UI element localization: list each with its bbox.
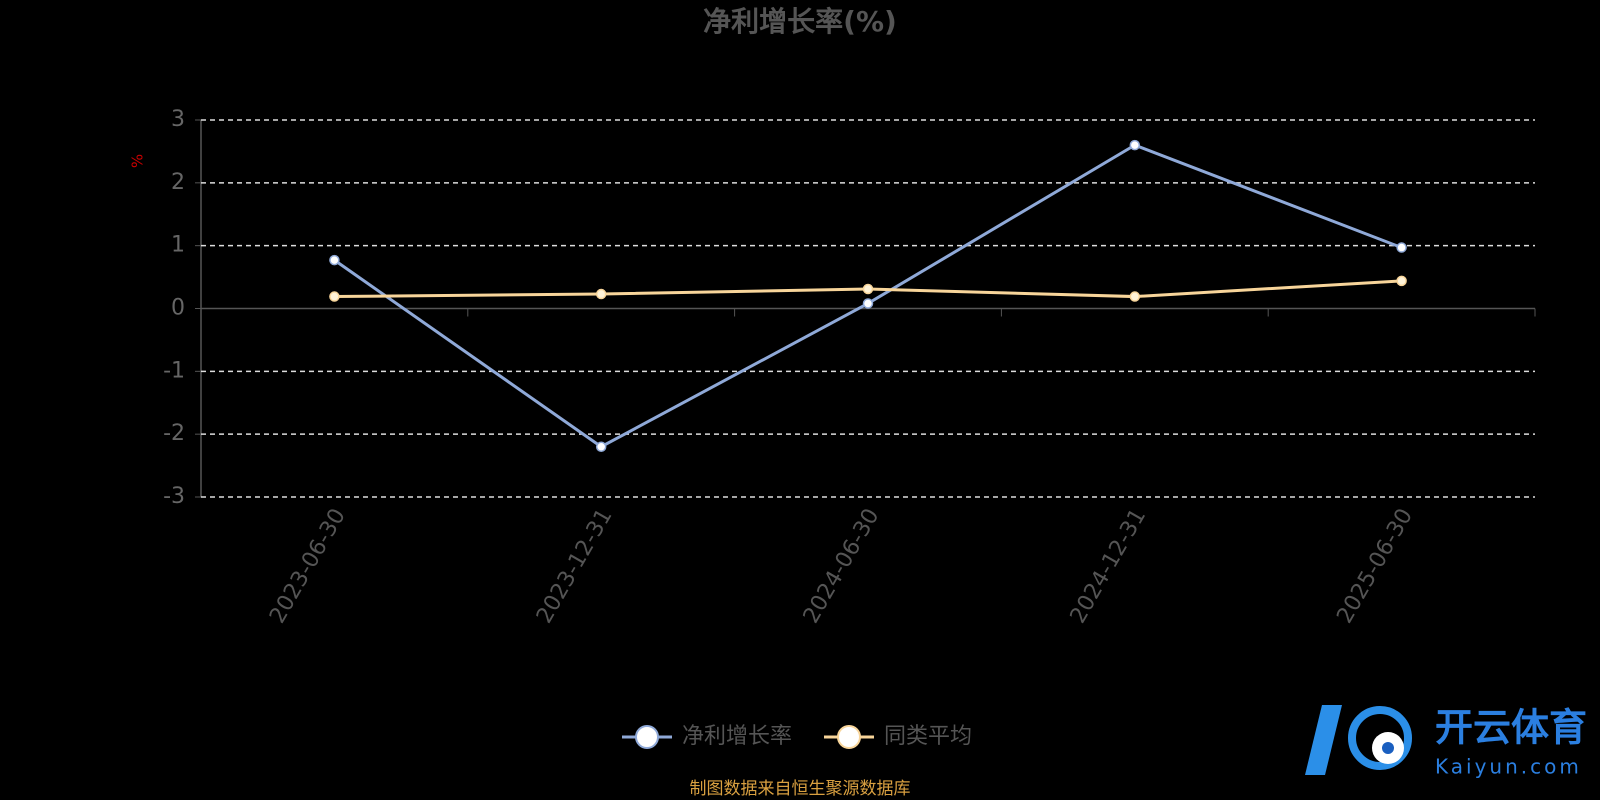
legend-marker bbox=[837, 725, 861, 749]
y-tick-label: 0 bbox=[171, 296, 185, 321]
watermark-subtext: Kaiyun.com bbox=[1435, 755, 1582, 779]
data-point bbox=[1129, 139, 1141, 151]
data-point bbox=[1396, 275, 1407, 287]
data-point bbox=[1129, 291, 1141, 302]
legend-label: 同类平均 bbox=[884, 724, 972, 749]
source-note: 制图数据来自恒生聚源数据库 bbox=[690, 779, 911, 799]
y-tick-label: 2 bbox=[171, 170, 185, 195]
data-point bbox=[329, 254, 340, 266]
data-point bbox=[862, 283, 874, 295]
legend-label: 净利增长率 bbox=[682, 724, 792, 749]
x-tick-label: 2023-12-31 bbox=[532, 505, 618, 628]
y-tick-label: -1 bbox=[163, 358, 185, 383]
y-tick-label: -2 bbox=[163, 421, 185, 446]
data-point bbox=[1396, 242, 1407, 253]
x-tick-label: 2025-06-30 bbox=[1332, 505, 1418, 628]
y-tick-label: 1 bbox=[171, 233, 185, 258]
chart-title: 净利增长率(%) bbox=[703, 5, 897, 38]
data-point bbox=[862, 298, 874, 309]
y-axis-label: % bbox=[129, 154, 147, 168]
data-point bbox=[329, 291, 340, 302]
x-tick-label: 2024-12-31 bbox=[1066, 505, 1152, 628]
legend-marker bbox=[635, 725, 659, 749]
data-point bbox=[595, 288, 607, 300]
watermark-text: 开云体育 bbox=[1435, 706, 1587, 750]
watermark-logo bbox=[1305, 705, 1412, 775]
data-point bbox=[595, 441, 607, 452]
x-tick-label: 2023-06-30 bbox=[265, 505, 351, 628]
y-tick-label: 3 bbox=[171, 107, 185, 132]
x-tick-label: 2024-06-30 bbox=[799, 505, 885, 628]
y-tick-label: -3 bbox=[163, 484, 185, 509]
